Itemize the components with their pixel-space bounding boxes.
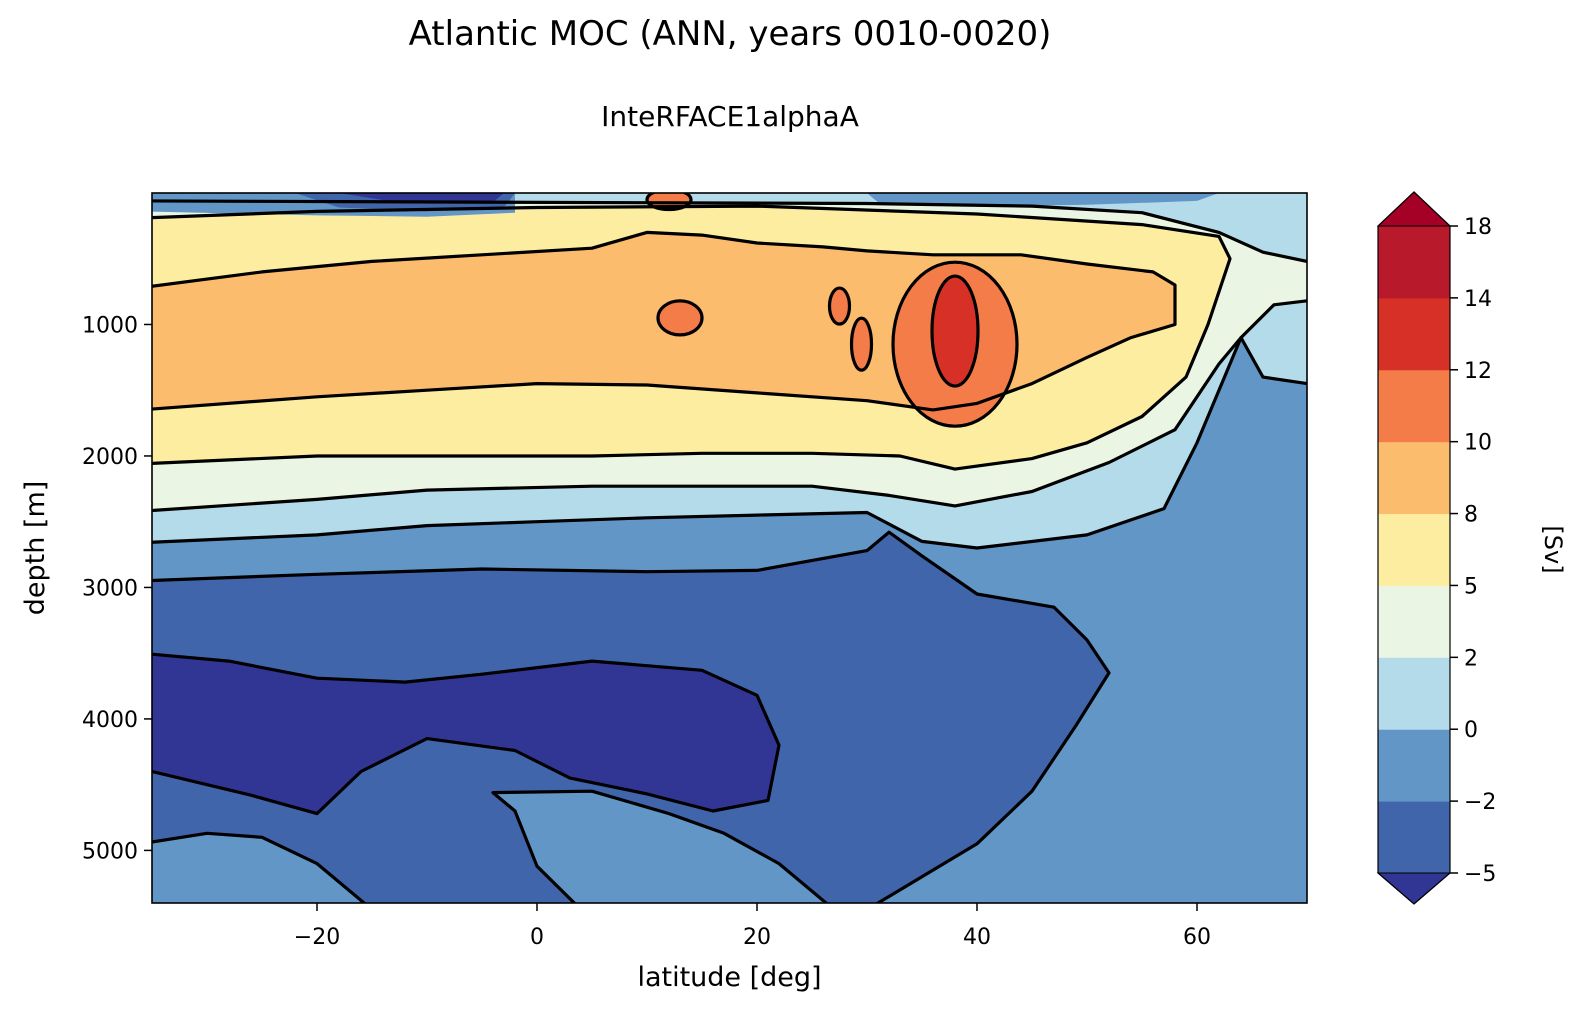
- colorbar-segment: [1378, 441, 1450, 515]
- y-tick-label: 4000: [82, 708, 138, 733]
- contour-field: [152, 193, 1307, 903]
- band-10-to-12-blob: [851, 318, 872, 371]
- chart-subtitle: InteRFACE1alphaA: [601, 100, 859, 133]
- contour-line: [849, 316, 874, 372]
- x-tick-label: 60: [1183, 925, 1211, 950]
- y-tick-label: 1000: [82, 313, 138, 338]
- colorbar-segment: [1378, 297, 1450, 371]
- colorbar-tick-label: 0: [1464, 718, 1478, 743]
- colorbar-label: [Sv]: [1539, 525, 1567, 573]
- contour-line: [152, 530, 1111, 903]
- surface-negative-north: [867, 193, 1219, 207]
- contour-line: [152, 204, 1232, 471]
- colorbar-tick-label: 10: [1464, 431, 1492, 456]
- y-tick-label: 5000: [82, 839, 138, 864]
- colorbar-segment: [1378, 801, 1450, 874]
- colorbar-tick-label: 14: [1464, 287, 1492, 312]
- chart-title: Atlantic MOC (ANN, years 0010-0020): [408, 14, 1052, 54]
- contour-line: [656, 299, 704, 337]
- contour-line: [152, 230, 1177, 412]
- contour-line: [152, 199, 1307, 263]
- colorbar-segment: [1378, 226, 1450, 299]
- colorbar-segment: [1378, 657, 1450, 730]
- contour-line: [152, 831, 367, 903]
- contour-line: [645, 193, 693, 212]
- y-axis-label: depth [m]: [20, 481, 51, 616]
- band-10-to-12-blob: [829, 288, 850, 325]
- colorbar-tick-label: 12: [1464, 359, 1492, 384]
- colorbar-tick-label: 18: [1464, 215, 1492, 240]
- colorbar-tick-label: 8: [1464, 503, 1478, 528]
- colorbar-tick-label: 5: [1464, 574, 1478, 599]
- x-tick-label: 0: [530, 925, 544, 950]
- contour-line: [152, 299, 1307, 513]
- plot-frame: [151, 192, 1308, 904]
- y-tick-label: 3000: [82, 576, 138, 601]
- x-tick-label: 40: [963, 925, 991, 950]
- colorbar-segment: [1378, 513, 1450, 586]
- colorbar-segment: [1378, 729, 1450, 802]
- colorbar-extend-min: [1376, 872, 1452, 905]
- contour-line: [930, 274, 980, 388]
- contour-line: [491, 789, 829, 903]
- colorbar-segment: [1378, 369, 1450, 443]
- band-10-to-12-blob: [658, 300, 702, 335]
- colorbar-tick-label: 2: [1464, 646, 1478, 671]
- colorbar-extend-max: [1376, 191, 1452, 227]
- x-tick-label: −20: [294, 925, 340, 950]
- band-minus2-to-0-hole: [152, 791, 827, 903]
- band-under-minus5: [152, 654, 779, 814]
- x-tick-label: 20: [743, 925, 771, 950]
- contour-line: [152, 336, 1307, 550]
- contour-line: [827, 286, 852, 326]
- y-tick-label: 2000: [82, 445, 138, 470]
- band-12-to-14-max: [932, 276, 978, 387]
- contour-line: [152, 652, 781, 816]
- colorbar-tick-label: −5: [1464, 862, 1496, 887]
- x-axis-label: latitude [deg]: [637, 962, 821, 993]
- contour-line: [891, 260, 1019, 428]
- colorbar-segment: [1378, 585, 1450, 658]
- colorbar-tick-label: −2: [1464, 790, 1496, 815]
